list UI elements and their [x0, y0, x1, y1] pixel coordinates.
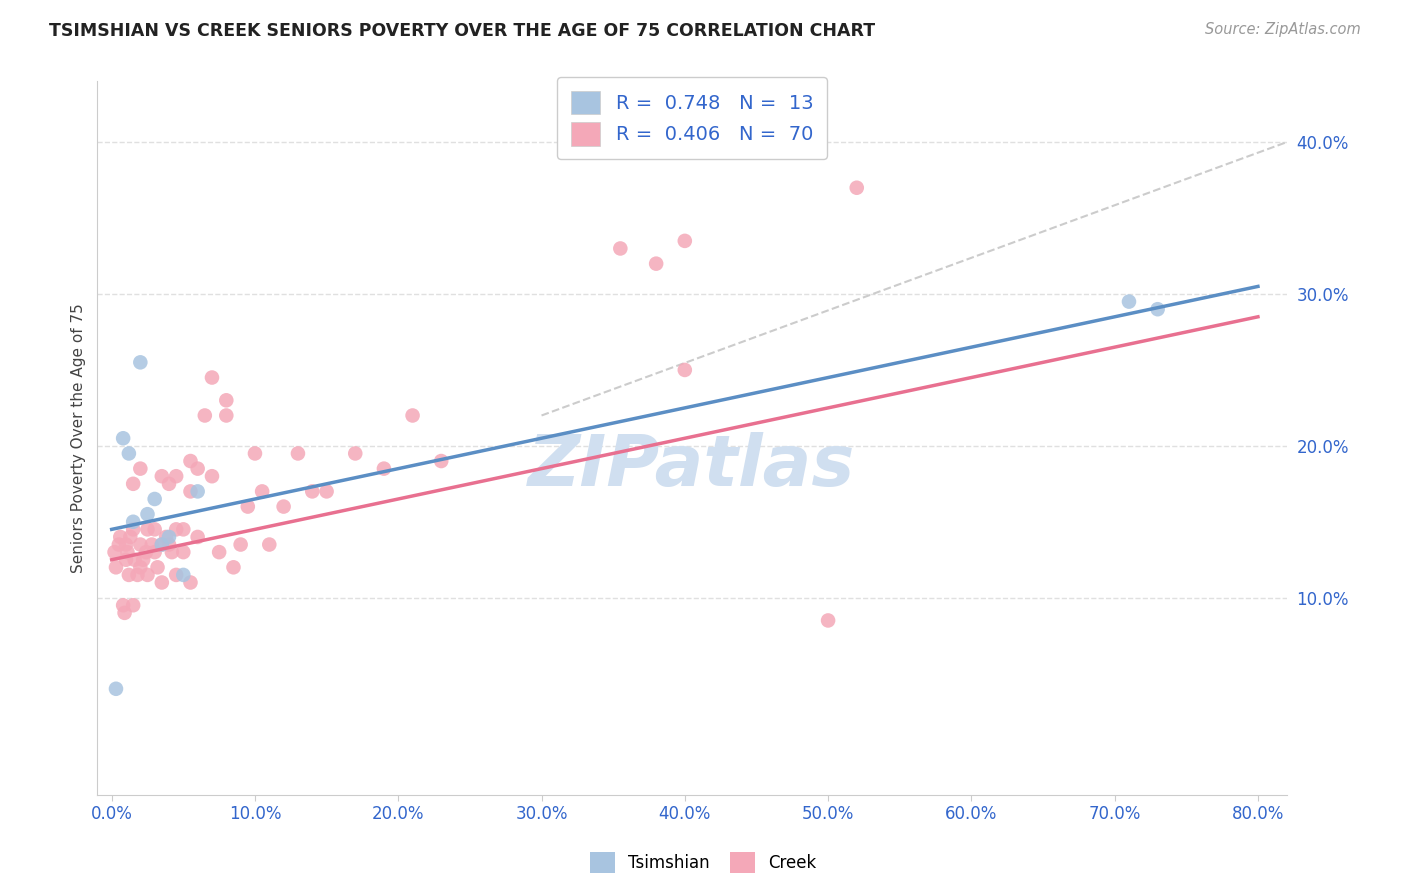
Point — [157, 476, 180, 491]
Point — [179, 454, 201, 468]
Point — [146, 560, 169, 574]
Point — [236, 500, 259, 514]
Point — [122, 476, 145, 491]
Point — [118, 568, 141, 582]
Point — [172, 522, 194, 536]
Point — [150, 537, 173, 551]
Point — [136, 568, 159, 582]
Point — [117, 545, 139, 559]
Point — [143, 522, 166, 536]
Point — [229, 537, 252, 551]
Point — [222, 560, 245, 574]
Point — [143, 491, 166, 506]
Point — [250, 484, 273, 499]
Point — [609, 242, 631, 256]
Point — [136, 507, 159, 521]
Point — [301, 484, 323, 499]
Point — [143, 545, 166, 559]
Point — [673, 363, 696, 377]
Point — [129, 355, 152, 369]
Point — [315, 484, 337, 499]
Point — [187, 530, 209, 544]
Point — [273, 500, 295, 514]
Point — [103, 545, 125, 559]
Point — [179, 484, 201, 499]
Point — [179, 575, 201, 590]
Y-axis label: Seniors Poverty Over the Age of 75: Seniors Poverty Over the Age of 75 — [72, 303, 86, 574]
Point — [172, 568, 194, 582]
Point — [122, 515, 145, 529]
Point — [129, 560, 152, 574]
Point — [150, 469, 173, 483]
Point — [287, 446, 309, 460]
Point — [817, 614, 839, 628]
Point — [129, 461, 152, 475]
Point — [373, 461, 395, 475]
Point — [141, 537, 163, 551]
Point — [120, 530, 142, 544]
Text: TSIMSHIAN VS CREEK SENIORS POVERTY OVER THE AGE OF 75 CORRELATION CHART: TSIMSHIAN VS CREEK SENIORS POVERTY OVER … — [49, 22, 876, 40]
Point — [215, 393, 238, 408]
Point — [845, 180, 868, 194]
Point — [136, 522, 159, 536]
Point — [150, 575, 173, 590]
Point — [157, 537, 180, 551]
Point — [165, 568, 187, 582]
Point — [1146, 302, 1168, 317]
Point — [112, 431, 135, 445]
Point — [401, 409, 423, 423]
Point — [108, 537, 131, 551]
Point — [259, 537, 281, 551]
Point — [104, 560, 127, 574]
Text: ZIPatlas: ZIPatlas — [529, 433, 856, 501]
Point — [1118, 294, 1140, 309]
Point — [132, 552, 155, 566]
Point — [160, 545, 183, 559]
Point — [243, 446, 266, 460]
Point — [110, 530, 132, 544]
Point — [157, 530, 180, 544]
Point — [124, 552, 146, 566]
Legend: R =  0.748   N =  13, R =  0.406   N =  70: R = 0.748 N = 13, R = 0.406 N = 70 — [557, 77, 827, 160]
Point — [165, 522, 187, 536]
Point — [187, 484, 209, 499]
Point — [201, 370, 224, 384]
Point — [673, 234, 696, 248]
Point — [430, 454, 453, 468]
Point — [115, 552, 138, 566]
Point — [165, 469, 187, 483]
Point — [187, 461, 209, 475]
Point — [208, 545, 231, 559]
Point — [150, 537, 173, 551]
Point — [201, 469, 224, 483]
Text: Source: ZipAtlas.com: Source: ZipAtlas.com — [1205, 22, 1361, 37]
Point — [122, 522, 145, 536]
Point — [215, 409, 238, 423]
Point — [115, 537, 138, 551]
Point — [194, 409, 217, 423]
Point — [645, 257, 668, 271]
Point — [104, 681, 127, 696]
Point — [135, 545, 157, 559]
Point — [112, 599, 135, 613]
Point — [129, 537, 152, 551]
Point — [118, 446, 141, 460]
Point — [155, 530, 177, 544]
Point — [114, 606, 136, 620]
Point — [172, 545, 194, 559]
Point — [122, 599, 145, 613]
Legend: Tsimshian, Creek: Tsimshian, Creek — [583, 846, 823, 880]
Point — [344, 446, 367, 460]
Point — [127, 568, 149, 582]
